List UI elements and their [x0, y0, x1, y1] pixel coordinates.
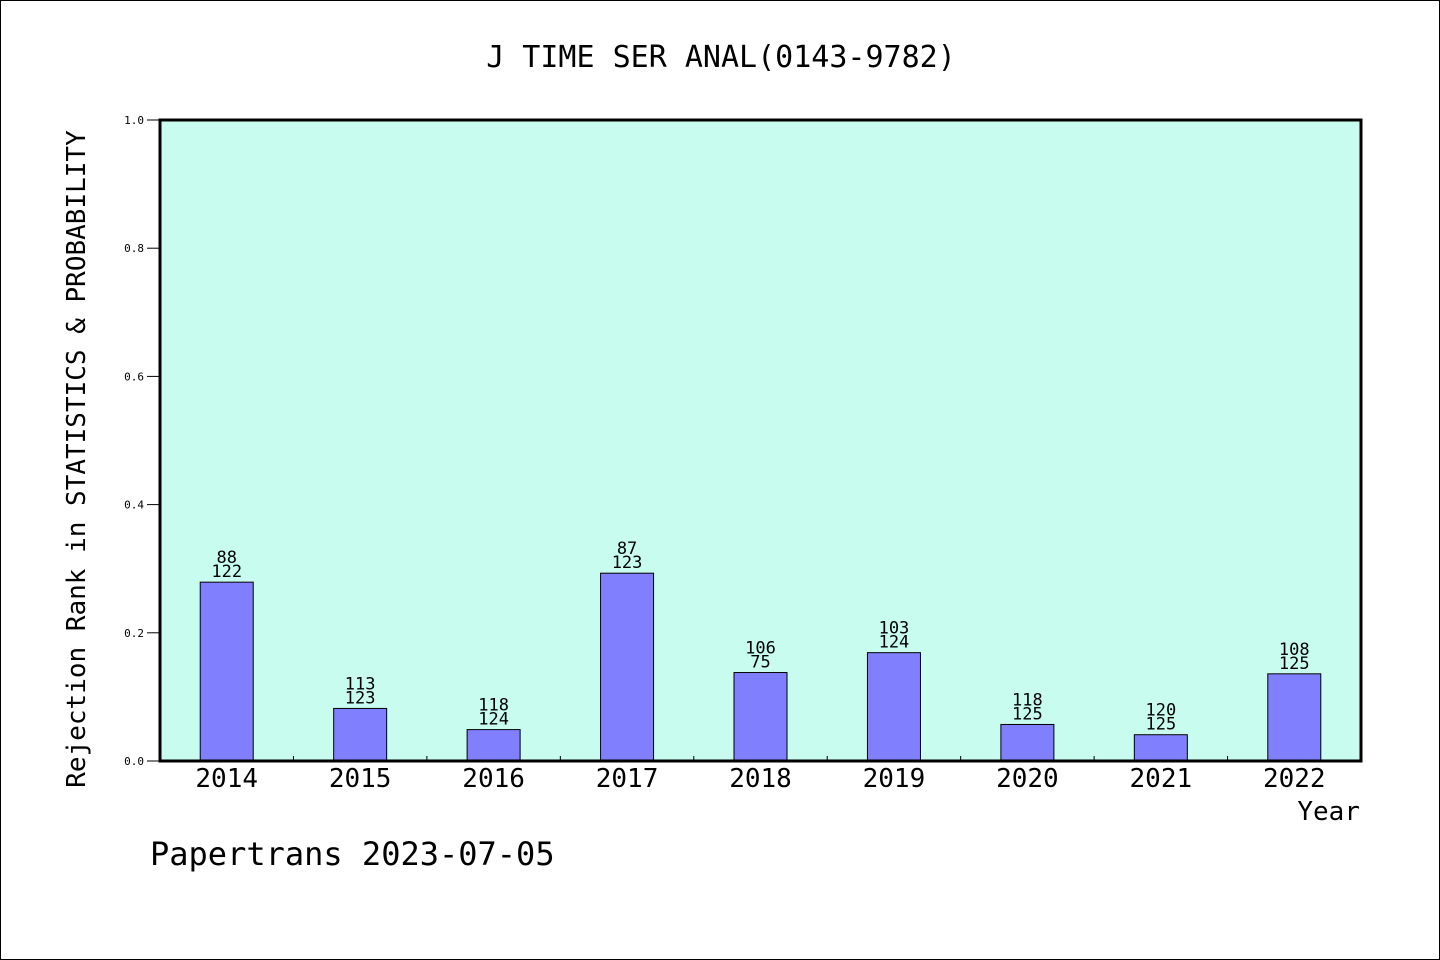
- data-label-top: 118: [1012, 690, 1043, 710]
- data-label-top: 103: [879, 619, 910, 639]
- y-tick-label: 0.0: [124, 755, 144, 768]
- data-label-bottom: 75: [750, 653, 770, 673]
- footer-text: Papertrans 2023-07-05: [150, 835, 555, 873]
- y-tick-label: 0.8: [124, 242, 144, 255]
- data-label-top: 113: [345, 674, 376, 694]
- x-tick-label: 2021: [1130, 764, 1193, 794]
- x-axis-label: Year: [1297, 797, 1360, 827]
- axes-layer: 0.0 0.2 0.4 0.6 0.8 1.0 2014 2015 2016 2017 2018 20…: [124, 114, 1325, 794]
- x-tick-label: 2014: [195, 764, 258, 794]
- bar-2017: [600, 572, 655, 762]
- x-tick-label: 2017: [596, 764, 659, 794]
- y-tick-label: 1.0: [124, 114, 144, 127]
- y-tick-label: 0.4: [124, 499, 144, 512]
- bar-2015: [333, 707, 388, 762]
- bar-2022: [1267, 673, 1322, 762]
- bar-2021: [1133, 734, 1188, 762]
- chart-title: J TIME SER ANAL(0143-9782): [486, 40, 956, 75]
- data-label-top: 108: [1279, 640, 1310, 660]
- bar-2014: [199, 581, 254, 762]
- y-tick-label: 0.2: [124, 627, 144, 640]
- data-label-bottom: 122: [211, 562, 242, 582]
- data-label-top: 120: [1145, 701, 1176, 721]
- x-tick-label: 2016: [462, 764, 525, 794]
- data-label-bottom: 123: [612, 553, 643, 573]
- plot-frame: [158, 118, 1363, 763]
- bar-2016: [466, 729, 521, 762]
- data-label-bottom: 124: [879, 633, 910, 653]
- data-label-top: 118: [478, 696, 509, 716]
- data-label-bottom: 123: [345, 688, 376, 708]
- y-tick-label: 0.6: [124, 370, 144, 383]
- data-label-bottom: 125: [1145, 715, 1176, 735]
- bar-2019: [866, 652, 921, 762]
- data-label-top: 106: [745, 639, 776, 659]
- x-tick-label: 2020: [996, 764, 1059, 794]
- bar-2020: [1000, 723, 1055, 762]
- plot-area: [160, 120, 1361, 761]
- x-tick-label: 2022: [1263, 764, 1326, 794]
- bar-2018: [733, 672, 788, 762]
- data-label-top: 87: [617, 539, 637, 559]
- data-label-bottom: 124: [478, 710, 509, 730]
- y-axis-label: Rejection Rank in STATISTICS & PROBABILI…: [62, 130, 92, 788]
- bars-layer: [199, 572, 1322, 762]
- x-tick-label: 2019: [863, 764, 926, 794]
- x-tick-label: 2018: [729, 764, 792, 794]
- x-tick-label: 2015: [329, 764, 392, 794]
- data-label-top: 88: [216, 548, 236, 568]
- data-label-bottom: 125: [1012, 704, 1043, 724]
- data-label-bottom: 125: [1279, 654, 1310, 674]
